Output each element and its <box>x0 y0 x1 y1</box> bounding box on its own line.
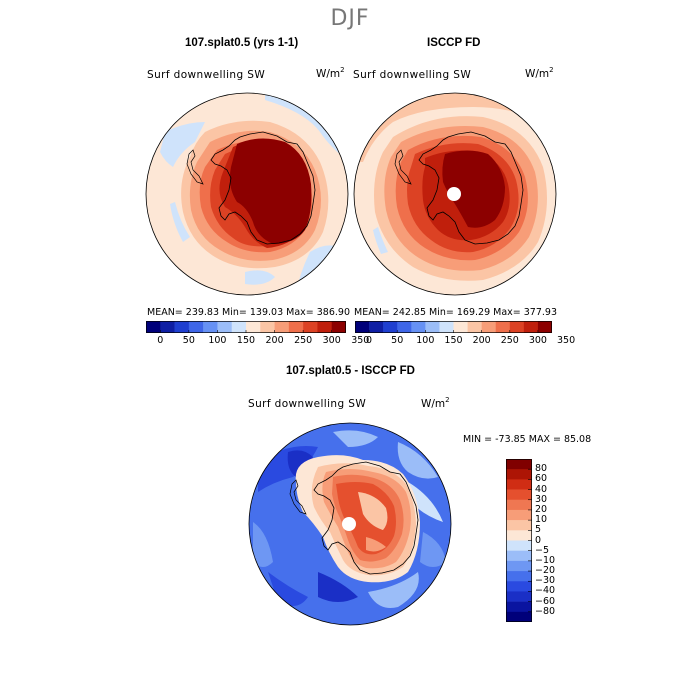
colorbar-swatch <box>506 611 532 622</box>
panel-1-variable-label: Surf downwelling SW <box>147 69 266 81</box>
colorbar-swatch <box>174 321 190 333</box>
colorbar-swatch <box>453 321 468 333</box>
panel-1-colorbar <box>146 321 346 333</box>
panel-3-polar-map <box>248 422 452 626</box>
colorbar-tick-label: 200 <box>265 335 284 346</box>
season-title: DJF <box>330 6 370 31</box>
panel-1-unit: W/m2 <box>316 66 345 80</box>
panel-2-variable-label: Surf downwelling SW <box>353 69 472 81</box>
colorbar-swatch <box>506 499 532 511</box>
panel-3-stats: MIN = -73.85 MAX = 85.08 <box>463 434 592 445</box>
panel-2-colorbar <box>355 321 552 333</box>
panel-2-title: ISCCP FD <box>427 37 481 49</box>
panel-1-colorbar-ticks: 0 50 100 150 200 250 300 350 <box>146 335 369 349</box>
colorbar-swatch <box>523 321 539 333</box>
colorbar-swatch <box>506 581 532 592</box>
panel-2-unit: W/m2 <box>525 66 554 80</box>
panel-3-colorbar-ticks: 80 60 40 30 20 10 5 0 −5 −10 −20 −30 −40 −60 −80 <box>535 459 575 622</box>
colorbar-tick-label: 350 <box>556 335 576 346</box>
colorbar-swatch <box>506 560 532 572</box>
colorbar-tick-label: −60 <box>535 595 556 607</box>
colorbar-tick-label: −5 <box>535 544 550 556</box>
colorbar-swatch <box>317 321 333 333</box>
colorbar-tick-label: 100 <box>416 335 435 346</box>
colorbar-swatch <box>355 321 370 333</box>
colorbar-tick-label: 20 <box>535 503 548 515</box>
colorbar-swatch <box>246 321 261 333</box>
panel-1-title: 107.splat0.5 (yrs 1-1) <box>185 37 299 49</box>
colorbar-swatch <box>146 321 161 333</box>
colorbar-tick-label: 60 <box>535 473 548 485</box>
colorbar-swatch <box>506 530 532 541</box>
colorbar-swatch <box>411 321 426 333</box>
colorbar-tick-label: 30 <box>535 493 548 505</box>
panel-3-colorbar <box>506 459 532 622</box>
colorbar-tick-label: 0 <box>157 335 164 346</box>
colorbar-swatch <box>506 571 532 582</box>
panel-2-polar-map <box>353 92 557 296</box>
colorbar-tick-label: 0 <box>366 335 373 346</box>
colorbar-tick-label: 0 <box>535 534 542 546</box>
colorbar-swatch <box>303 321 318 333</box>
colorbar-swatch <box>506 591 532 602</box>
colorbar-swatch <box>506 489 532 501</box>
colorbar-tick-label: −40 <box>535 585 556 597</box>
colorbar-swatch <box>369 321 384 333</box>
colorbar-tick-label: 40 <box>535 483 548 495</box>
colorbar-swatch <box>203 321 218 333</box>
colorbar-tick-label: 250 <box>294 335 313 346</box>
panel-3-unit: W/m2 <box>421 396 450 410</box>
colorbar-swatch <box>506 540 532 551</box>
colorbar-tick-label: 350 <box>351 335 370 346</box>
colorbar-swatch <box>397 321 412 333</box>
colorbar-tick-label: 150 <box>444 335 463 346</box>
colorbar-swatch <box>506 479 532 490</box>
colorbar-tick-label: −10 <box>535 554 556 566</box>
panel-3-title: 107.splat0.5 - ISCCP FD <box>286 365 415 377</box>
colorbar-tick-label: 200 <box>472 335 491 346</box>
colorbar-swatch <box>506 469 532 480</box>
colorbar-tick-label: 150 <box>236 335 256 346</box>
colorbar-swatch <box>537 321 552 333</box>
colorbar-swatch <box>260 321 275 333</box>
panel-2-colorbar-ticks: 0 50 100 150 200 250 300 350 <box>355 335 575 349</box>
colorbar-tick-label: 5 <box>535 524 542 536</box>
colorbar-tick-label: 300 <box>528 335 547 346</box>
colorbar-swatch <box>506 459 532 470</box>
panel-1-stats: MEAN= 239.83 Min= 139.03 Max= 386.90 <box>147 307 351 318</box>
colorbar-tick-label: 300 <box>322 335 341 346</box>
colorbar-swatch <box>509 321 525 333</box>
panel-2-stats: MEAN= 242.85 Min= 169.29 Max= 377.93 <box>354 307 558 318</box>
colorbar-tick-label: 50 <box>182 335 195 346</box>
colorbar-tick-label: 250 <box>500 335 519 346</box>
colorbar-swatch <box>160 321 175 333</box>
colorbar-swatch <box>331 321 346 333</box>
colorbar-swatch <box>217 321 233 333</box>
colorbar-swatch <box>188 321 204 333</box>
colorbar-swatch <box>481 321 497 333</box>
colorbar-tick-label: 80 <box>535 463 548 475</box>
colorbar-tick-label: 50 <box>391 335 404 346</box>
colorbar-swatch <box>495 321 511 333</box>
colorbar-swatch <box>383 321 398 333</box>
colorbar-swatch <box>231 321 247 333</box>
colorbar-swatch <box>439 321 454 333</box>
panel-3-variable-label: Surf downwelling SW <box>248 398 367 410</box>
colorbar-swatch <box>425 321 440 333</box>
colorbar-tick-label: −80 <box>535 605 556 617</box>
colorbar-swatch <box>288 321 304 333</box>
colorbar-tick-label: 100 <box>208 335 227 346</box>
colorbar-tick-label: −20 <box>535 565 556 577</box>
colorbar-swatch <box>506 520 532 531</box>
colorbar-tick-label: −30 <box>535 575 556 587</box>
colorbar-swatch <box>274 321 290 333</box>
colorbar-swatch <box>467 321 482 333</box>
panel-1-polar-map <box>145 92 349 296</box>
colorbar-swatch <box>506 550 532 562</box>
colorbar-swatch <box>506 601 532 613</box>
colorbar-tick-label: 10 <box>535 514 548 526</box>
colorbar-swatch <box>506 509 532 521</box>
